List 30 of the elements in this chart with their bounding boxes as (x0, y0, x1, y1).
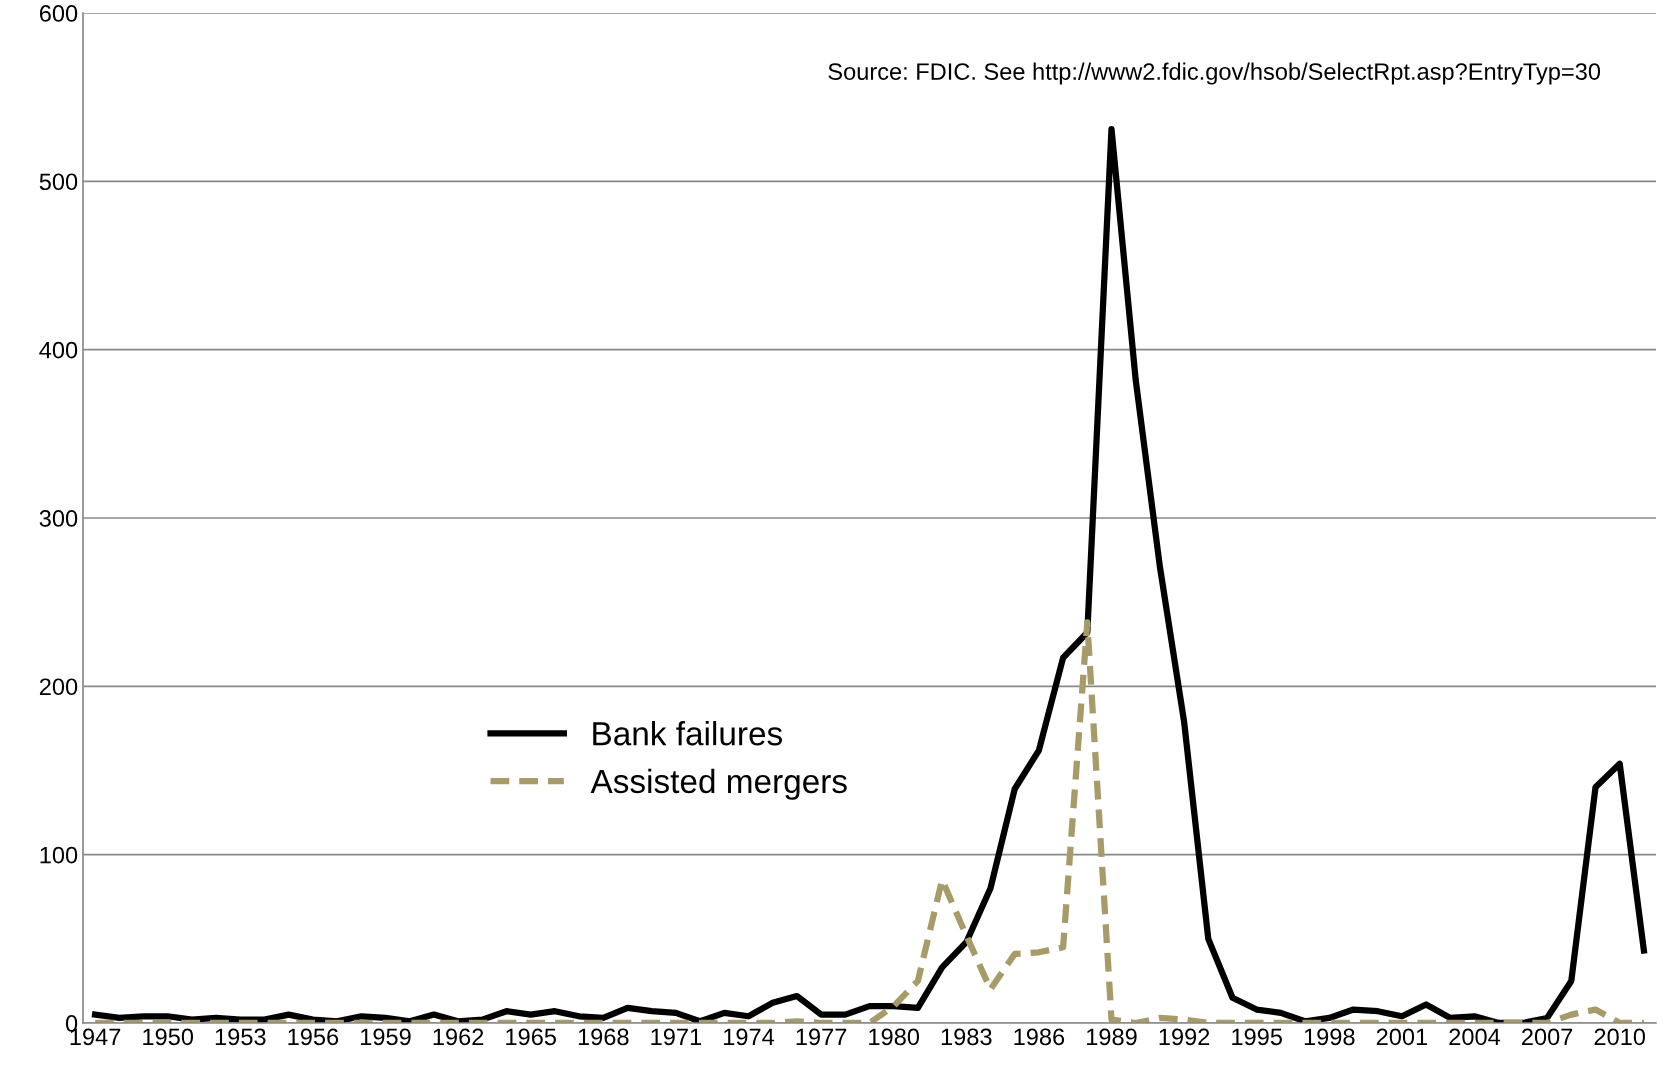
x-tick-label: 1998 (1304, 1028, 1355, 1046)
y-tick-label: 200 (39, 678, 78, 696)
x-tick-label: 2010 (1594, 1028, 1646, 1046)
x-tick-label: 2001 (1376, 1028, 1428, 1046)
x-tick-label: 1965 (506, 1028, 556, 1046)
y-tick-label: 500 (39, 173, 78, 191)
x-tick-label: 2007 (1522, 1028, 1573, 1046)
x-tick-label: 1977 (796, 1028, 847, 1046)
legend-label: Assisted mergers (590, 768, 847, 800)
x-tick-label: 1956 (288, 1028, 339, 1046)
x-tick-label: 1968 (578, 1028, 629, 1046)
x-tick-label: 1992 (1159, 1028, 1210, 1046)
x-tick-label: 1953 (215, 1028, 266, 1046)
x-tick-label: 1974 (724, 1028, 775, 1046)
y-tick-label: 600 (39, 5, 78, 22)
x-tick-label: 1959 (361, 1028, 411, 1046)
x-tick-label: 1986 (1014, 1028, 1065, 1046)
annotation: Source: FDIC. See http://www2.fdic.gov/hsob/SelectRpt.asp?EntryTyp=30 (828, 62, 1601, 85)
x-tick-label: 1950 (143, 1028, 194, 1046)
y-tick-label: 400 (39, 341, 78, 359)
y-tick-label: 300 (39, 510, 78, 527)
y-tick-label: 100 (40, 846, 78, 864)
legend-label: Bank failures (593, 720, 783, 746)
x-tick-label: 1983 (941, 1028, 992, 1046)
x-tick-label: 1995 (1232, 1028, 1282, 1046)
x-tick-label: 2004 (1449, 1028, 1501, 1046)
x-tick-label: 1989 (1087, 1028, 1137, 1046)
x-tick-label: 1962 (433, 1028, 484, 1046)
x-tick-label: 1971 (651, 1028, 702, 1046)
x-tick-label: 1980 (869, 1028, 920, 1046)
